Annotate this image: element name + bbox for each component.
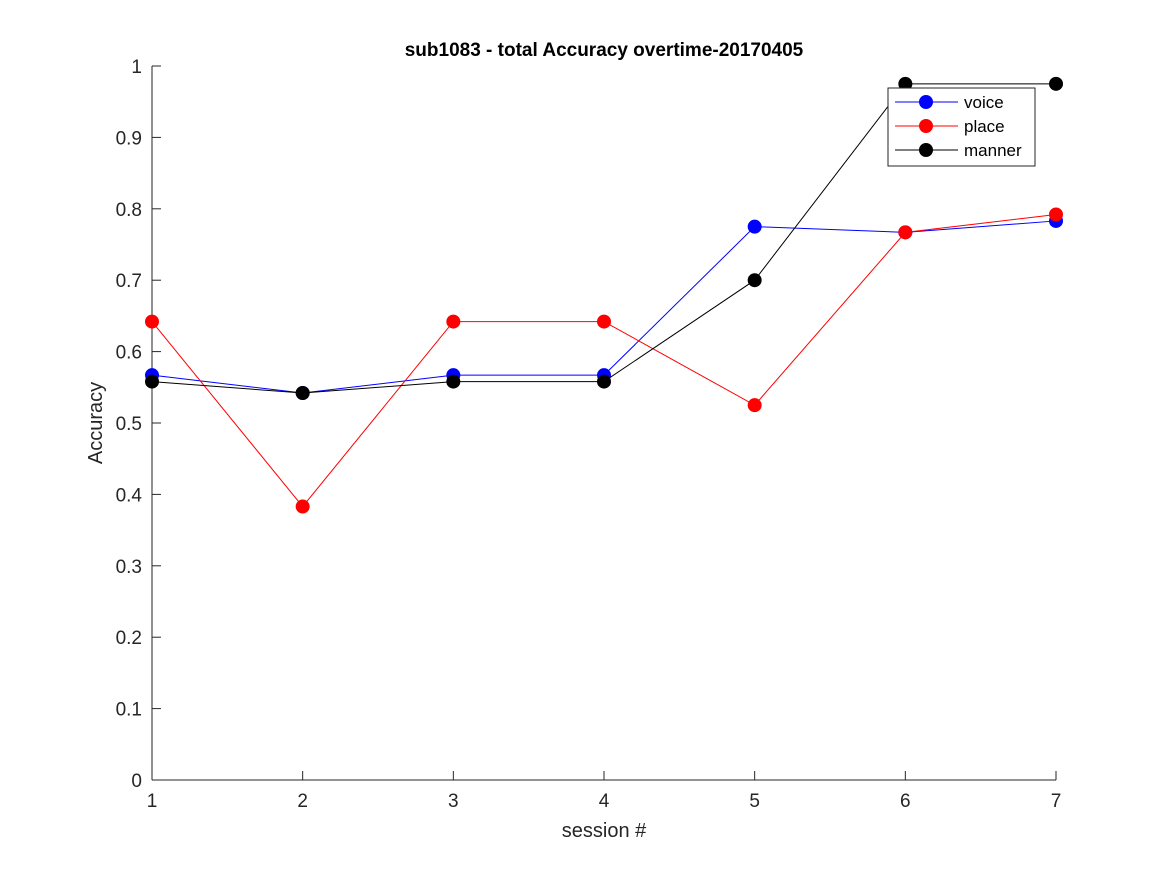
x-tick-label: 1	[147, 791, 158, 812]
y-tick-label: 0.9	[116, 128, 142, 149]
y-tick-label: 0.3	[116, 557, 142, 578]
data-point-manner	[145, 374, 159, 389]
data-point-manner	[747, 273, 762, 288]
data-point-place	[747, 398, 762, 413]
data-point-manner	[1049, 76, 1063, 91]
x-tick-label: 7	[1051, 791, 1062, 812]
x-tick-label: 3	[448, 791, 459, 812]
data-point-manner	[446, 374, 461, 389]
y-tick-label: 0	[131, 771, 142, 792]
y-tick-label: 0.5	[116, 414, 142, 435]
series-line-voice	[151, 220, 1057, 394]
legend-swatch-marker-voice	[919, 95, 933, 109]
data-point-place	[145, 314, 159, 329]
data-point-place	[446, 314, 461, 329]
y-tick-label: 0.4	[116, 485, 143, 506]
data-point-manner	[295, 386, 310, 401]
x-axis-label: session #	[562, 820, 647, 842]
x-tick-label: 2	[297, 791, 308, 812]
plot-area: 1 2 3 4 5 6 7 0 0.1 0.2 0.3 0.4 0.5 0.6 0.7 0.8 0.9 1	[116, 57, 1063, 812]
y-tick-label: 0.7	[116, 271, 142, 292]
series-line-place	[151, 214, 1057, 508]
data-point-place	[1049, 207, 1063, 222]
y-tick-label: 0.2	[116, 628, 142, 649]
legend-swatch-marker-manner	[919, 143, 933, 157]
chart-title: sub1083 - total Accuracy overtime-201704…	[405, 40, 804, 61]
legend-label-voice: voice	[964, 93, 1004, 112]
y-tick-label: 0.8	[116, 200, 142, 221]
y-tick-label: 0.6	[116, 343, 142, 364]
x-tick-label: 6	[900, 791, 911, 812]
data-point-place	[898, 225, 913, 240]
legend-swatch-marker-place	[919, 119, 933, 133]
data-point-manner	[597, 374, 611, 389]
legend-box	[887, 87, 1036, 167]
data-point-place	[597, 314, 611, 329]
legend-label-manner: manner	[964, 141, 1022, 160]
legend-label-place: place	[964, 117, 1005, 136]
x-tick-label: 4	[599, 791, 610, 812]
x-tick-label: 5	[749, 791, 760, 812]
y-tick-label: 0.1	[116, 700, 142, 721]
y-axis-label: Accuracy	[85, 382, 107, 464]
data-point-place	[295, 499, 310, 514]
data-point-voice	[747, 219, 762, 234]
legend: voice place manner	[887, 87, 1036, 167]
y-tick-label: 1	[131, 57, 142, 78]
